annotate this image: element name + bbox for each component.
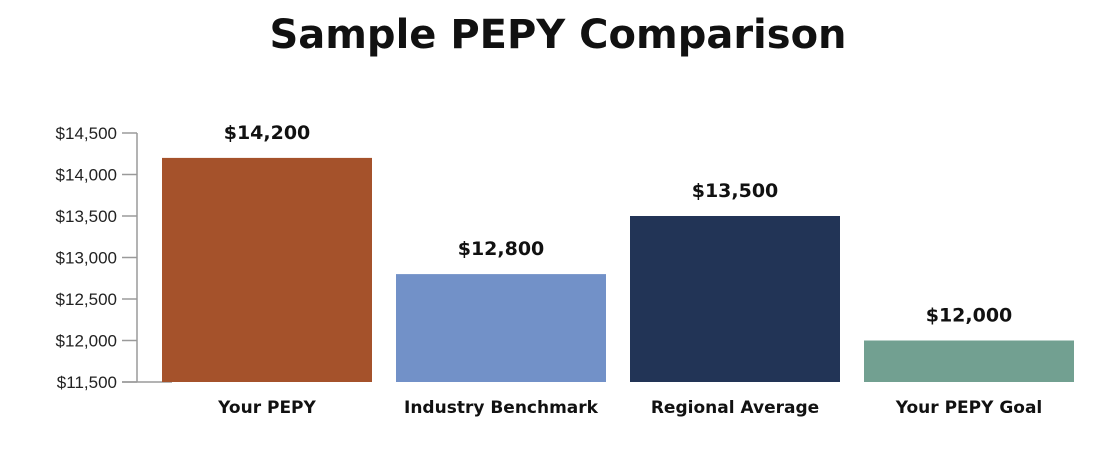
category-label: Industry Benchmark [404, 398, 599, 418]
category-label: Your PEPY Goal [895, 398, 1043, 418]
y-tick-label: $11,500 [57, 373, 117, 392]
chart-title: Sample PEPY Comparison [269, 12, 846, 58]
value-labels: $14,200 $12,800 $13,500 $12,000 [224, 122, 1013, 327]
y-tick-label: $14,000 [56, 166, 117, 185]
y-tick-label: $13,000 [56, 249, 117, 268]
y-tick-label: $14,500 [56, 124, 117, 143]
bar-your-pepy-goal [864, 340, 1074, 382]
category-label: Regional Average [651, 398, 819, 418]
category-labels: Your PEPY Industry Benchmark Regional Aver… [217, 398, 1042, 418]
bar-value-label: $14,200 [224, 122, 311, 144]
bar-your-pepy [162, 157, 372, 382]
bars [162, 157, 1074, 382]
bar-industry-benchmark [396, 274, 606, 382]
y-tick-label: $13,500 [56, 207, 117, 226]
bar-value-label: $12,800 [458, 238, 545, 260]
bar-regional-average [630, 216, 840, 382]
category-label: Your PEPY [217, 398, 316, 418]
bar-value-label: $13,500 [692, 180, 779, 202]
y-axis: $11,500 $12,000 $12,500 $13,000 $13,500 $14,0… [56, 124, 172, 392]
y-tick-label: $12,500 [56, 290, 117, 309]
bar-value-label: $12,000 [926, 305, 1013, 327]
y-tick-label: $12,000 [56, 332, 117, 351]
